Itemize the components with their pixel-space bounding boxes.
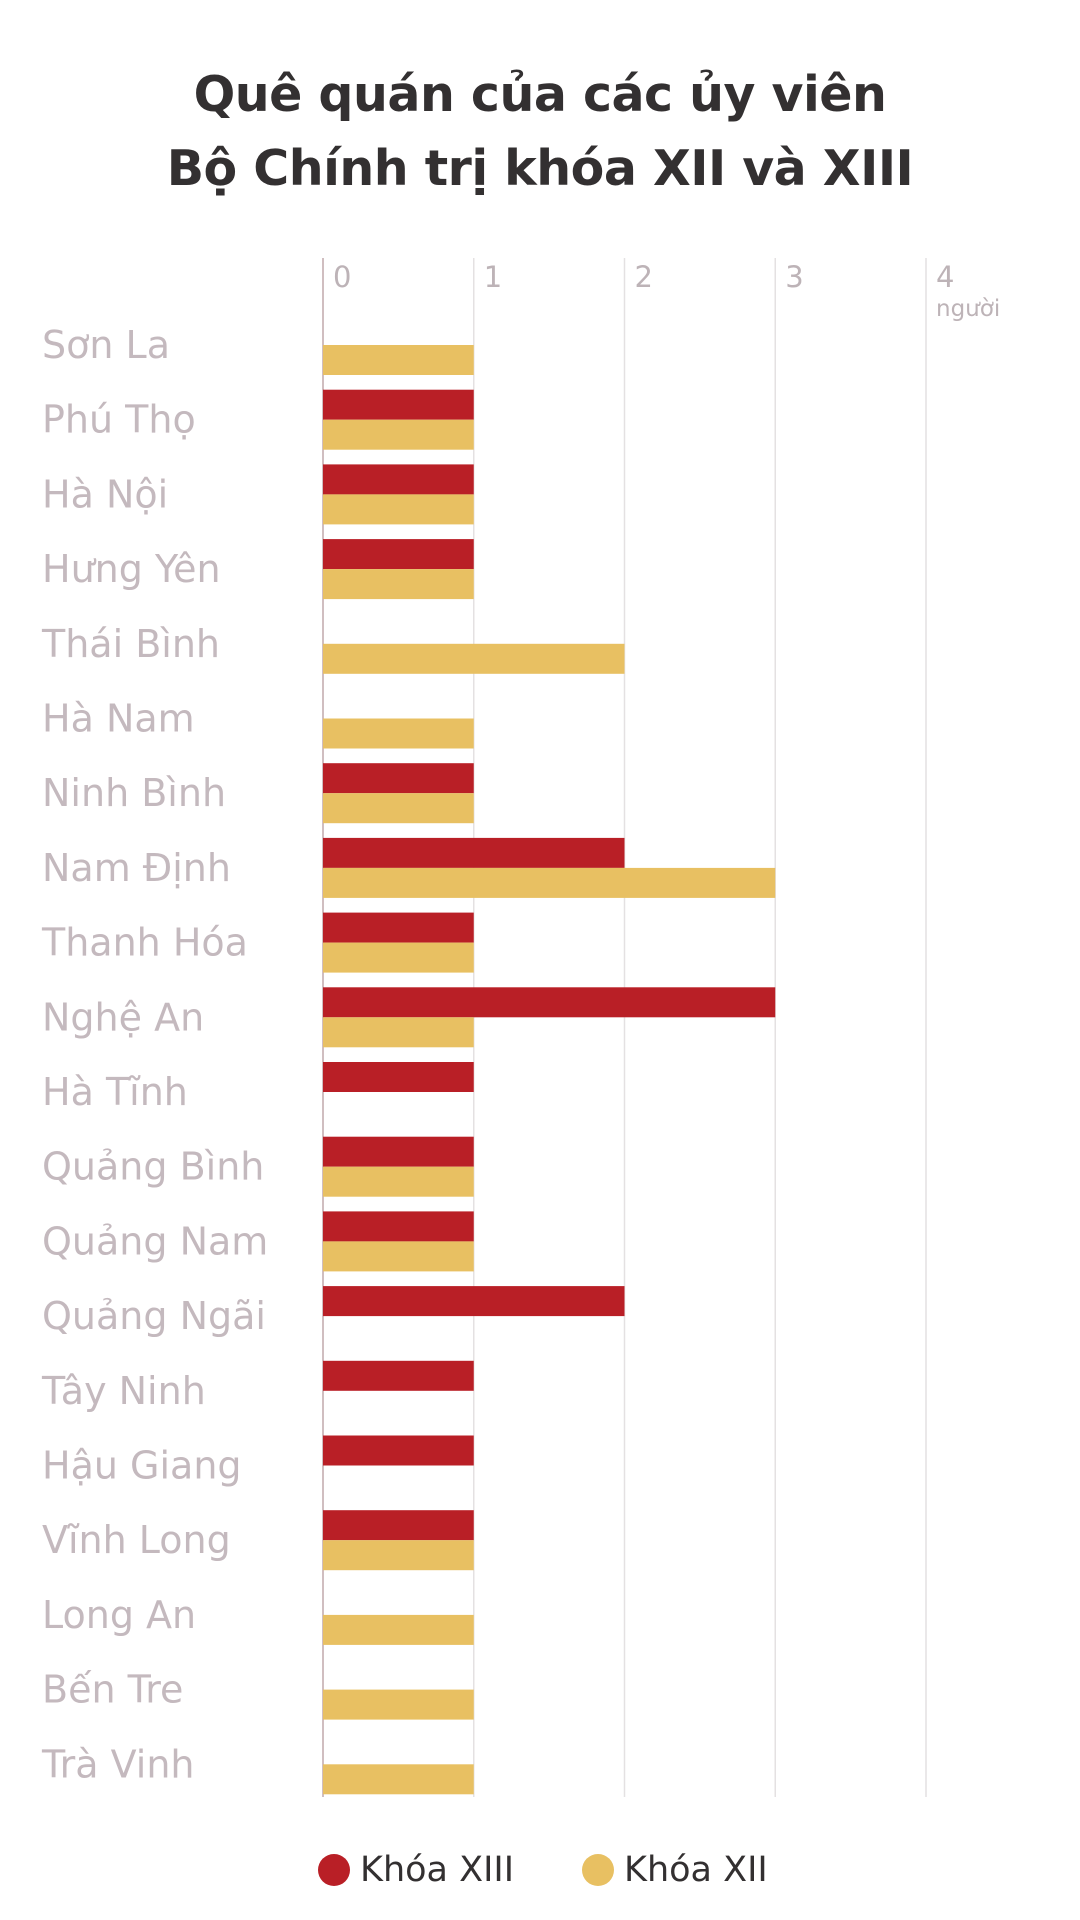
category-label-ha-noi: Hà Nội [42, 472, 168, 516]
bar-quang-ngai-khoa-xiii [323, 1286, 625, 1317]
bar-ha-tinh-khoa-xiii [323, 1062, 474, 1092]
bar-phu-tho-khoa-xii [323, 419, 474, 450]
category-label-quang-binh: Quảng Bình [42, 1145, 264, 1189]
category-label-quang-ngai: Quảng Ngãi [42, 1294, 266, 1338]
category-label-ninh-binh: Ninh Bình [42, 771, 226, 815]
bar-ha-noi-khoa-xii [323, 494, 474, 525]
bar-ben-tre-khoa-xii [323, 1689, 474, 1720]
legend-swatch-khoa-xiii [318, 1854, 350, 1886]
bar-thai-binh-khoa-xii [323, 643, 625, 674]
bar-hung-yen-khoa-xii [323, 569, 474, 600]
x-unit-label: người [936, 296, 1000, 322]
x-tick-label-1: 1 [484, 260, 502, 294]
category-label-nam-dinh: Nam Định [42, 846, 231, 890]
category-label-phu-tho: Phú Thọ [42, 398, 196, 442]
legend: Khóa XIII Khóa XII [0, 1845, 1080, 1895]
category-label-nghe-an: Nghệ An [42, 995, 204, 1039]
bar-tay-ninh-khoa-xiii [323, 1360, 474, 1391]
x-tick-label-0: 0 [333, 260, 351, 294]
bar-ha-noi-khoa-xiii [323, 464, 474, 495]
category-label-thai-binh: Thái Bình [41, 622, 220, 666]
bar-ninh-binh-khoa-xii [323, 793, 474, 824]
bar-quang-nam-khoa-xiii [323, 1211, 474, 1242]
category-label-hung-yen: Hưng Yên [42, 547, 221, 591]
legend-label-khoa-xii: Khóa XII [624, 1850, 768, 1890]
category-label-ben-tre: Bến Tre [42, 1668, 183, 1712]
legend-item-khoa-xii: Khóa XII [582, 1845, 768, 1895]
bar-vinh-long-khoa-xii [323, 1540, 474, 1571]
category-label-vinh-long: Vĩnh Long [42, 1518, 231, 1562]
category-label-ha-tinh: Hà Tĩnh [42, 1070, 188, 1114]
bar-ninh-binh-khoa-xiii [323, 763, 474, 794]
bar-quang-nam-khoa-xii [323, 1241, 474, 1272]
bar-tra-vinh-khoa-xii [323, 1764, 474, 1795]
chart-title-line-1: Quê quán của các ủy viên [193, 66, 887, 123]
chart-title: Quê quán của các ủy viên Bộ Chính trị kh… [0, 58, 1080, 206]
category-label-ha-nam: Hà Nam [42, 697, 195, 741]
bar-quang-binh-khoa-xii [323, 1166, 474, 1197]
x-tick-label-4: 4 [936, 260, 954, 294]
category-label-hau-giang: Hậu Giang [42, 1444, 242, 1488]
x-tick-label-3: 3 [785, 260, 803, 294]
bar-thanh-hoa-khoa-xiii [323, 912, 474, 943]
category-label-tra-vinh: Trà Vinh [41, 1742, 195, 1786]
legend-swatch-khoa-xii [582, 1854, 614, 1886]
bar-son-la-khoa-xii [323, 345, 474, 375]
legend-item-khoa-xiii: Khóa XIII [318, 1845, 514, 1895]
bar-nam-dinh-khoa-xii [323, 867, 776, 898]
chart-title-line-2: Bộ Chính trị khóa XII và XIII [166, 140, 914, 197]
bar-vinh-long-khoa-xiii [323, 1510, 474, 1541]
category-label-quang-nam: Quảng Nam [42, 1219, 268, 1263]
bar-quang-binh-khoa-xiii [323, 1136, 474, 1167]
category-label-son-la: Sơn La [42, 323, 170, 367]
bar-nam-dinh-khoa-xiii [323, 837, 625, 868]
bar-nghe-an-khoa-xiii [323, 987, 776, 1018]
bar-long-an-khoa-xii [323, 1614, 474, 1645]
x-tick-label-2: 2 [635, 260, 653, 294]
bar-hau-giang-khoa-xiii [323, 1435, 474, 1466]
legend-label-khoa-xiii: Khóa XIII [360, 1850, 515, 1890]
category-label-thanh-hoa: Thanh Hóa [41, 921, 248, 965]
bar-thanh-hoa-khoa-xii [323, 942, 474, 973]
bar-ha-nam-khoa-xii [323, 718, 474, 749]
category-label-long-an: Long An [42, 1593, 196, 1637]
bar-hung-yen-khoa-xiii [323, 539, 474, 570]
bar-nghe-an-khoa-xii [323, 1017, 474, 1048]
category-label-tay-ninh: Tây Ninh [41, 1369, 206, 1413]
bar-phu-tho-khoa-xiii [323, 389, 474, 420]
